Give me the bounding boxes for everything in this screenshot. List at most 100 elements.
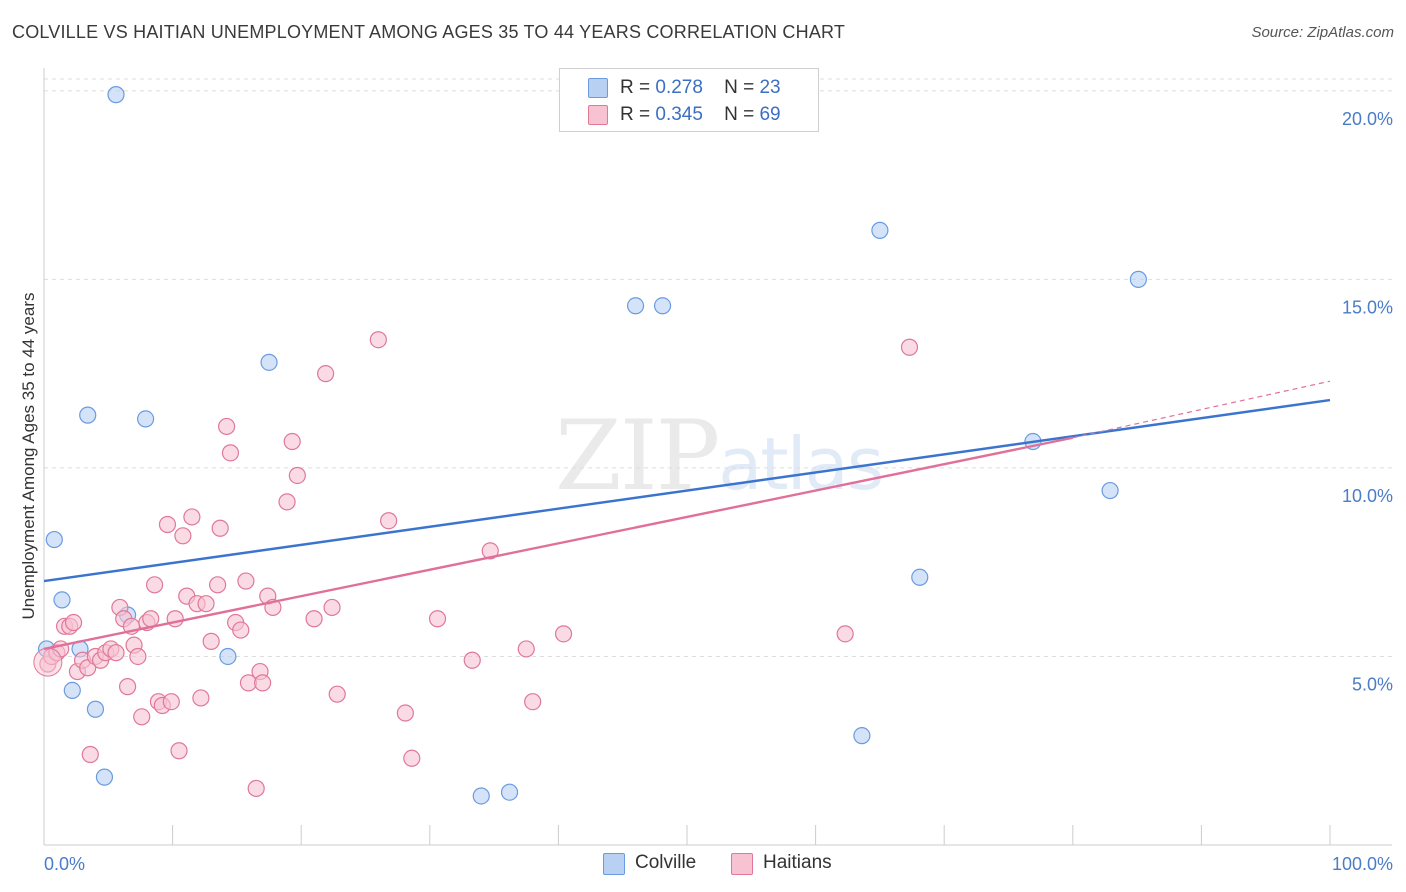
haitians-point <box>517 640 535 658</box>
legend-swatch-colville <box>588 78 608 98</box>
y-tick-label: 15.0% <box>1342 297 1393 317</box>
haitians-point <box>554 625 573 643</box>
legend-text-colville: R = 0.278 N = 23 <box>620 77 781 99</box>
haitians-point <box>170 742 188 760</box>
colville-point <box>63 681 81 700</box>
data-points <box>33 86 1147 805</box>
colville-trend-line <box>43 398 1331 583</box>
legend-r-value: 0.345 <box>655 104 703 125</box>
y-tick-label: 5.0% <box>1352 674 1393 694</box>
bottom-legend-swatch-haitians <box>731 853 753 875</box>
haitians-point <box>81 745 99 764</box>
y-tick-label: 10.0% <box>1342 486 1393 506</box>
haitians-point <box>211 519 229 537</box>
haitians-point <box>463 651 481 669</box>
legend-row-haitians: R = 0.345 N = 69 <box>560 102 818 128</box>
ticks: 5.0% 10.0% 15.0% 20.0% 0.0% 100.0% <box>44 109 1393 874</box>
legend-r-value: 0.278 <box>655 77 703 98</box>
haitians-point <box>232 621 250 639</box>
haitians-point <box>174 527 192 545</box>
haitians-point <box>283 432 301 451</box>
colville-point <box>260 353 278 371</box>
haitians-point <box>202 632 220 650</box>
gridlines <box>44 78 1392 657</box>
haitians-point <box>403 749 421 767</box>
haitians-point <box>107 644 125 662</box>
haitians-point <box>64 613 83 632</box>
haitians-point <box>305 610 323 628</box>
haitians-point <box>380 512 398 530</box>
legend-n-value: 69 <box>759 104 781 125</box>
haitians-point <box>142 610 160 628</box>
haitians-point <box>254 674 272 692</box>
haitians-point <box>328 685 346 703</box>
haitians-point <box>209 576 227 594</box>
legend-r-label: R = <box>620 77 651 98</box>
colville-point <box>853 727 871 745</box>
y-axis-label: Unemployment Among Ages 35 to 44 years <box>19 293 38 620</box>
legend-n-value: 23 <box>759 77 781 98</box>
legend-box: R = 0.278 N = 23 R = 0.345 N = 69 <box>559 68 819 132</box>
haitians-point <box>481 542 499 560</box>
haitians-point <box>278 493 296 511</box>
colville-point <box>500 783 519 801</box>
bottom-legend-label-colville: Colville <box>635 852 697 873</box>
y-tick-label: 20.0% <box>1342 109 1393 129</box>
haitians-point <box>237 572 255 590</box>
chart-title: COLVILLE VS HAITIAN UNEMPLOYMENT AMONG A… <box>12 22 846 42</box>
haitians-point <box>323 598 341 617</box>
haitians-point <box>33 647 63 677</box>
colville-point <box>653 297 672 315</box>
colville-point <box>1129 270 1147 288</box>
x-tick-label-max: 100.0% <box>1332 854 1393 874</box>
haitians-trend-line <box>43 436 1074 651</box>
trend-lines <box>43 380 1331 651</box>
haitians-point <box>162 693 180 711</box>
haitians-point <box>369 331 387 349</box>
haitians-point <box>183 508 201 526</box>
colville-point <box>871 221 889 239</box>
legend-r-label: R = <box>620 104 651 125</box>
haitians-point <box>133 708 151 726</box>
watermark-atlas: atlas <box>718 422 884 506</box>
colville-point <box>45 530 63 549</box>
colville-point <box>79 406 97 424</box>
colville-point <box>136 410 155 428</box>
colville-point <box>86 700 105 718</box>
colville-point <box>219 647 237 666</box>
legend-row-colville: R = 0.278 N = 23 <box>560 75 818 101</box>
haitians-point <box>158 515 177 534</box>
haitians-point <box>428 610 447 628</box>
haitians-point <box>247 779 265 798</box>
colville-point <box>95 768 114 786</box>
colville-point <box>53 591 71 609</box>
haitians-point <box>396 704 414 722</box>
haitians-trend-line-extension <box>1072 380 1331 439</box>
haitians-point <box>218 417 236 436</box>
haitians-point <box>221 444 240 462</box>
colville-point <box>1101 481 1119 500</box>
haitians-point <box>524 693 542 711</box>
haitians-point <box>192 689 210 707</box>
legend-n-label: N = <box>724 104 755 125</box>
axes <box>43 68 1392 846</box>
haitians-point <box>118 678 137 696</box>
bottom-legend-swatch-colville <box>603 853 625 875</box>
haitians-point <box>197 595 215 613</box>
colville-point <box>107 86 125 104</box>
bottom-legend-label-haitians: Haitians <box>763 852 832 873</box>
haitians-point <box>288 466 306 485</box>
watermark-zip: ZIP <box>555 400 720 512</box>
haitians-point <box>836 625 854 643</box>
legend-n-label: N = <box>724 77 755 98</box>
haitians-point <box>317 365 335 383</box>
chart-source: Source: ZipAtlas.com <box>1251 24 1394 41</box>
colville-point <box>472 787 490 805</box>
haitians-point <box>145 576 164 594</box>
colville-point <box>911 568 929 586</box>
watermark: ZIPatlas <box>555 400 884 512</box>
haitians-point <box>129 647 147 666</box>
colville-point <box>626 297 645 315</box>
legend-text-haitians: R = 0.345 N = 69 <box>620 104 781 126</box>
